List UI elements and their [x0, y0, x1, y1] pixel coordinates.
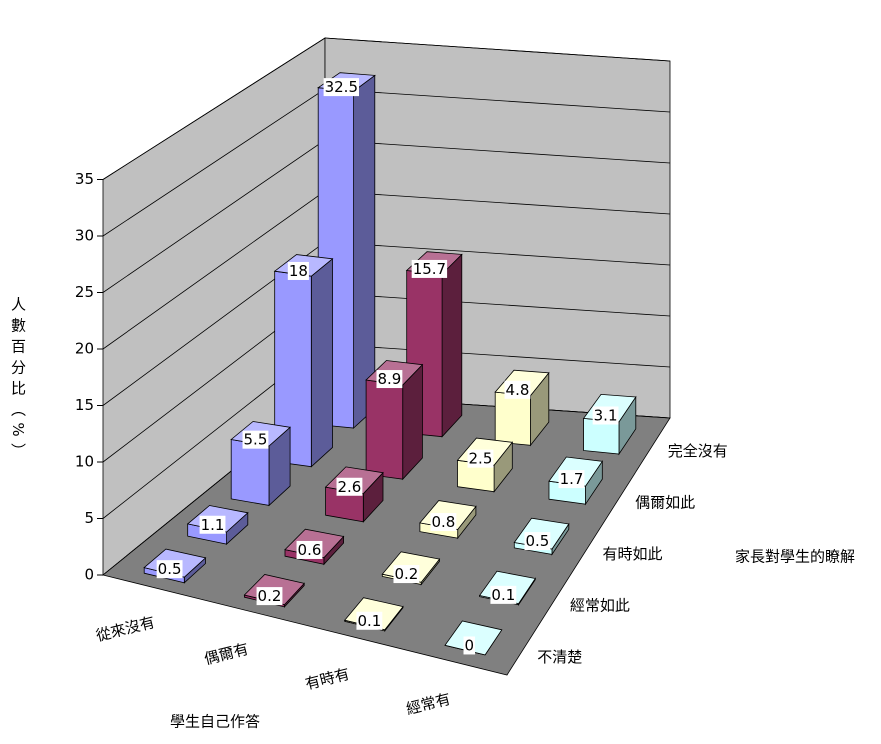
value-label-box [490, 585, 517, 604]
y-axis-title: 人數百分比（%） [9, 296, 27, 463]
depth-tick-label: 偶爾如此 [635, 494, 695, 512]
bar [365, 360, 424, 481]
value-label: 15.7 [413, 260, 446, 278]
y-tick-label: 5 [84, 509, 94, 527]
value-label-box [199, 515, 226, 534]
value-label: 4.8 [506, 381, 530, 399]
value-label-box [393, 565, 420, 584]
value-label: 0.1 [357, 612, 381, 630]
y-tick-label: 30 [75, 227, 94, 245]
value-label-box [411, 259, 448, 278]
y-tick-label: 0 [84, 566, 94, 584]
y-tick-label: 25 [75, 283, 94, 301]
y-tick-label: 20 [75, 340, 94, 358]
value-label: 0.2 [394, 565, 418, 583]
value-label-box [504, 380, 531, 399]
value-label: 2.5 [469, 450, 493, 468]
back-wall [324, 37, 671, 419]
value-label-box [156, 560, 183, 579]
value-label: 0.5 [158, 560, 182, 578]
bar-right-face [441, 253, 463, 438]
value-label: 3.1 [594, 407, 618, 425]
value-label-box [287, 261, 309, 280]
x-tick-label: 有時有 [303, 665, 351, 693]
bar [273, 254, 334, 468]
bar-right-face [310, 257, 333, 468]
bar-front-face [230, 439, 270, 506]
value-label: 0 [465, 636, 475, 654]
value-label-box [558, 470, 585, 489]
bar-front-face [494, 391, 531, 446]
value-label-box [323, 78, 359, 97]
depth-tick-label: 有時如此 [603, 545, 663, 563]
value-label: 0.2 [258, 587, 282, 605]
y-tick-label: 35 [75, 170, 94, 188]
value-label-box [524, 532, 551, 551]
value-label-box [336, 477, 363, 496]
value-label-box [430, 513, 457, 532]
value-label-box [242, 430, 269, 449]
depth-axis-title: 家長對學生的瞭解 [735, 548, 855, 566]
value-label: 32.5 [325, 78, 358, 96]
grid-line [102, 37, 671, 180]
value-label-box [467, 449, 494, 468]
value-label-box [463, 636, 476, 655]
value-label: 18 [289, 262, 308, 280]
x-tick-label: 經常有 [404, 690, 452, 718]
value-label: 1.1 [201, 516, 225, 534]
x-tick-label: 從來沒有 [94, 613, 157, 645]
y-tick-label: 10 [75, 453, 94, 471]
x-tick-label: 偶爾有 [202, 640, 250, 668]
value-label-box [592, 406, 619, 425]
value-label-box [376, 370, 403, 389]
depth-tick-label: 不清楚 [537, 648, 582, 666]
value-label-box [296, 540, 323, 559]
depth-tick-label: 完全沒有 [668, 442, 728, 460]
value-label: 0.8 [432, 513, 456, 531]
value-label: 2.6 [338, 478, 362, 496]
value-label-box [256, 587, 283, 606]
value-label-box [356, 611, 383, 630]
value-label: 1.7 [560, 470, 584, 488]
x-axis-title: 學生自己作答 [170, 713, 260, 731]
bar-front-face [365, 379, 404, 480]
value-label: 8.9 [377, 370, 401, 388]
value-label: 5.5 [244, 431, 268, 449]
value-label: 0.1 [491, 586, 515, 604]
value-label: 0.6 [298, 541, 322, 559]
depth-tick-label: 經常如此 [570, 596, 630, 614]
value-label: 0.5 [525, 532, 549, 550]
y-tick-label: 15 [75, 396, 94, 414]
